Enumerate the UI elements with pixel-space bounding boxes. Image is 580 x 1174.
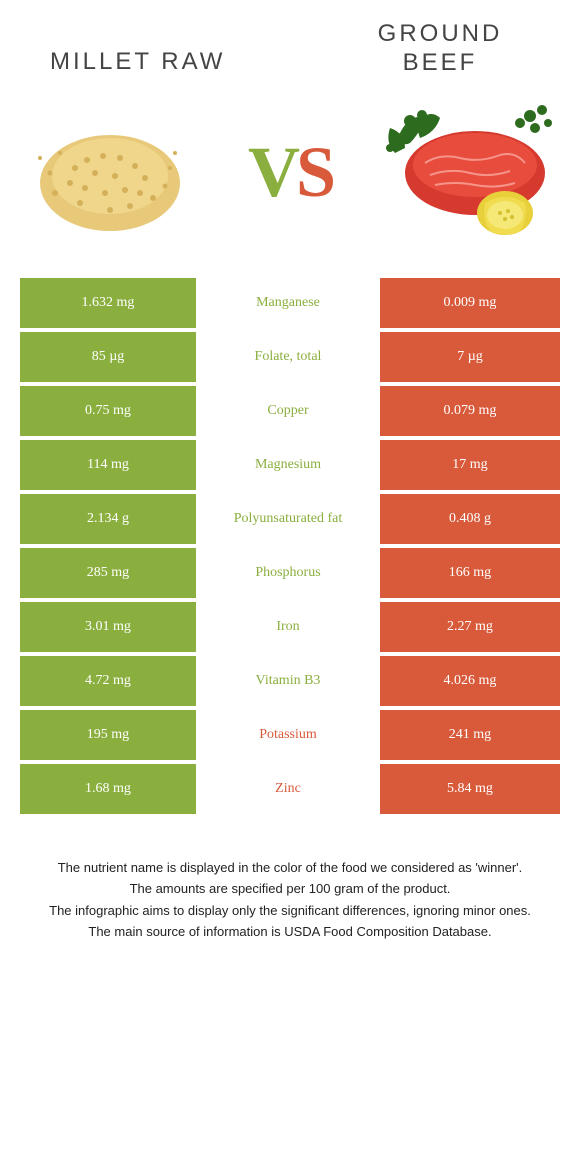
beef-image — [380, 93, 560, 253]
right-value: 0.079 mg — [380, 386, 560, 436]
table-row: 4.72 mgVitamin B34.026 mg — [20, 656, 560, 710]
vs-label: VS — [248, 131, 332, 214]
nutrient-name: Zinc — [200, 764, 380, 814]
nutrient-name: Iron — [200, 602, 380, 652]
left-value: 85 µg — [20, 332, 200, 382]
header: MILLET RAW GROUND BEEF — [0, 0, 580, 78]
table-row: 1.632 mgManganese0.009 mg — [20, 278, 560, 332]
left-food-title: MILLET RAW — [40, 20, 240, 77]
table-row: 85 µgFolate, total7 µg — [20, 332, 560, 386]
left-value: 195 mg — [20, 710, 200, 760]
right-value: 166 mg — [380, 548, 560, 598]
nutrient-name: Phosphorus — [200, 548, 380, 598]
nutrient-name: Polyunsaturated fat — [200, 494, 380, 544]
right-food-title: GROUND BEEF — [340, 20, 540, 78]
table-row: 3.01 mgIron2.27 mg — [20, 602, 560, 656]
right-value: 241 mg — [380, 710, 560, 760]
left-value: 0.75 mg — [20, 386, 200, 436]
left-value: 4.72 mg — [20, 656, 200, 706]
right-value: 0.009 mg — [380, 278, 560, 328]
left-value: 2.134 g — [20, 494, 200, 544]
nutrient-name: Magnesium — [200, 440, 380, 490]
table-row: 114 mgMagnesium17 mg — [20, 440, 560, 494]
table-row: 195 mgPotassium241 mg — [20, 710, 560, 764]
table-row: 285 mgPhosphorus166 mg — [20, 548, 560, 602]
right-value: 2.27 mg — [380, 602, 560, 652]
right-value: 0.408 g — [380, 494, 560, 544]
right-value: 17 mg — [380, 440, 560, 490]
left-value: 1.68 mg — [20, 764, 200, 814]
footnote-2: The amounts are specified per 100 gram o… — [30, 879, 550, 899]
right-value: 5.84 mg — [380, 764, 560, 814]
left-value: 114 mg — [20, 440, 200, 490]
table-row: 2.134 gPolyunsaturated fat0.408 g — [20, 494, 560, 548]
nutrient-name: Potassium — [200, 710, 380, 760]
footnotes: The nutrient name is displayed in the co… — [30, 858, 550, 942]
table-row: 1.68 mgZinc5.84 mg — [20, 764, 560, 818]
nutrient-name: Vitamin B3 — [200, 656, 380, 706]
table-row: 0.75 mgCopper0.079 mg — [20, 386, 560, 440]
nutrient-name: Folate, total — [200, 332, 380, 382]
left-value: 3.01 mg — [20, 602, 200, 652]
right-value: 4.026 mg — [380, 656, 560, 706]
vs-v: V — [248, 132, 296, 212]
comparison-table: 1.632 mgManganese0.009 mg85 µgFolate, to… — [20, 278, 560, 818]
left-value: 1.632 mg — [20, 278, 200, 328]
image-row: VS — [0, 78, 580, 278]
nutrient-name: Copper — [200, 386, 380, 436]
footnote-1: The nutrient name is displayed in the co… — [30, 858, 550, 878]
nutrient-name: Manganese — [200, 278, 380, 328]
vs-s: S — [296, 132, 332, 212]
left-value: 285 mg — [20, 548, 200, 598]
right-value: 7 µg — [380, 332, 560, 382]
millet-image — [20, 93, 200, 253]
footnote-4: The main source of information is USDA F… — [30, 922, 550, 942]
footnote-3: The infographic aims to display only the… — [30, 901, 550, 921]
